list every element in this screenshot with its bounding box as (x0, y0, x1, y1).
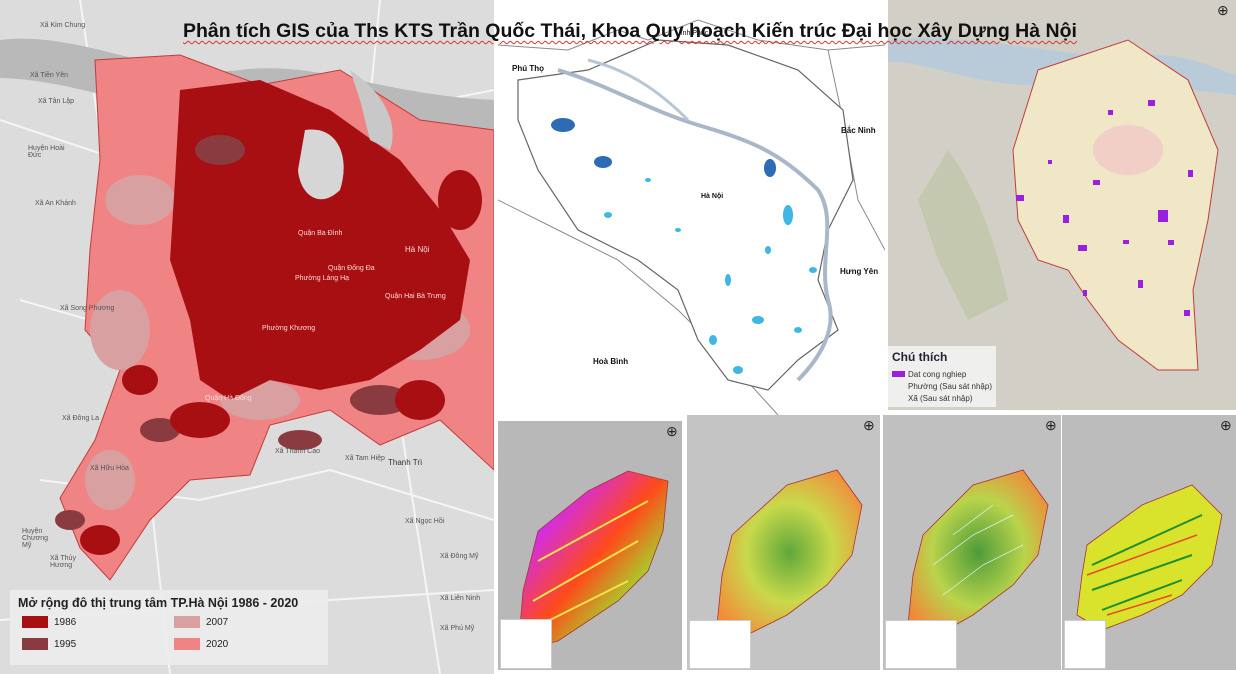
place-label: Xã Phú Mỹ (440, 625, 475, 632)
legend-label: 1986 (54, 617, 77, 628)
terrain-map-elevation-graphic (716, 469, 863, 636)
map-legend-box (1064, 620, 1106, 669)
map-legend-box (885, 620, 957, 669)
north-arrow-icon: ⊕ (666, 423, 678, 439)
legend-title: Mở rộng đô thị trung tâm TP.Hà Nội 1986 … (18, 596, 299, 610)
place-label: Xã Tam Hiệp (345, 455, 385, 462)
urban-expansion-legend: Mở rộng đô thị trung tâm TP.Hà Nội 1986 … (10, 590, 328, 665)
urban-expansion-map-graphic (0, 0, 494, 674)
north-arrow-icon: ⊕ (1220, 417, 1232, 433)
place-label: Quận Hai Bà Trưng (385, 293, 446, 300)
place-label: Xã Tiền Yên (30, 72, 69, 79)
page-title: Phân tích GIS của Ths KTS Trần Quốc Thái… (183, 20, 1077, 42)
place-label: Phường Láng Hạ (295, 275, 350, 282)
water-bodies-map-graphic (498, 19, 885, 415)
legend-swatch-2020 (174, 638, 200, 650)
place-label: Xã Liên Ninh (440, 595, 481, 602)
industrial-land-map-graphic (888, 37, 1236, 371)
province-label: Bắc Ninh (841, 126, 876, 135)
terrain-map-drainage-graphic (907, 469, 1049, 636)
place-label: Xã Thủy Hương (50, 555, 76, 569)
place-label: Quận Đống Đa (328, 265, 375, 272)
province-label: Phú Thọ (512, 64, 544, 73)
industrial-land-legend: Chú thích Dat cong nghiep Phường (Sau sá… (888, 346, 996, 407)
place-label: Hà Nội (405, 245, 430, 254)
place-label: Xã Đông Mỹ (440, 553, 479, 560)
terrain-map-aspect: ⊕ (498, 421, 682, 670)
legend-swatch-industrial (892, 371, 905, 377)
north-arrow-icon: ⊕ (1045, 417, 1057, 433)
north-arrow-icon: ⊕ (1217, 2, 1229, 18)
terrain-map-slope-graphic (1076, 484, 1223, 631)
legend-title: Chú thích (892, 350, 948, 364)
legend-swatch-1995 (22, 638, 48, 650)
legend-label: Xã (Sau sát nhập) (908, 394, 973, 403)
place-label: Thanh Trì (388, 458, 423, 467)
legend-label: 2007 (206, 617, 229, 628)
terrain-map-elevation: ⊕ (687, 415, 880, 670)
legend-label: 2020 (206, 639, 229, 650)
terrain-map-slope: ⊕ (1062, 415, 1236, 670)
map-legend-box (500, 619, 552, 669)
place-label: Xã Hữu Hòa (90, 465, 129, 472)
place-label: Xã Đông La (62, 415, 99, 422)
legend-label: 1995 (54, 639, 77, 650)
place-label: Quận Hà Đông (205, 395, 252, 402)
legend-swatch-2007 (174, 616, 200, 628)
north-arrow-icon: ⊕ (863, 417, 875, 433)
place-label: Huyện Hoài Đức (28, 145, 65, 159)
place-label: Xã An Khánh (35, 200, 76, 207)
place-label: Huyện Chương Mỹ (22, 528, 49, 549)
province-label: Vĩnh Phúc (676, 30, 709, 37)
province-label: Hà Nội (701, 193, 724, 200)
legend-label: Phường (Sau sát nhập) (908, 382, 992, 391)
province-label: Hưng Yên (840, 267, 879, 276)
water-bodies-map: Vĩnh Phúc Phú Thọ Bắc Ninh Hà Nội Hưng Y… (498, 0, 885, 415)
legend-swatch-1986 (22, 616, 48, 628)
place-label: Quận Ba Đình (298, 230, 343, 237)
terrain-map-drainage: ⊕ (883, 415, 1061, 670)
place-label: Xã Ngọc Hồi (405, 518, 445, 525)
place-label: Xã Thanh Cao (275, 448, 321, 455)
legend-label: Dat cong nghiep (908, 370, 967, 379)
place-label: Xã Song Phương (60, 305, 115, 312)
place-label: Xã Tân Lập (38, 98, 75, 105)
industrial-land-map: Chú thích Dat cong nghiep Phường (Sau sá… (888, 0, 1236, 410)
place-label: Phường Khương (262, 325, 316, 332)
province-label: Hoà Bình (593, 357, 629, 366)
map-legend-box (689, 620, 751, 669)
urban-expansion-map: Huyện Hoài Đức Xã Tân Lập Xã Tiền Yên Xã… (0, 0, 494, 674)
place-label: Xã Kim Chung (40, 22, 86, 29)
